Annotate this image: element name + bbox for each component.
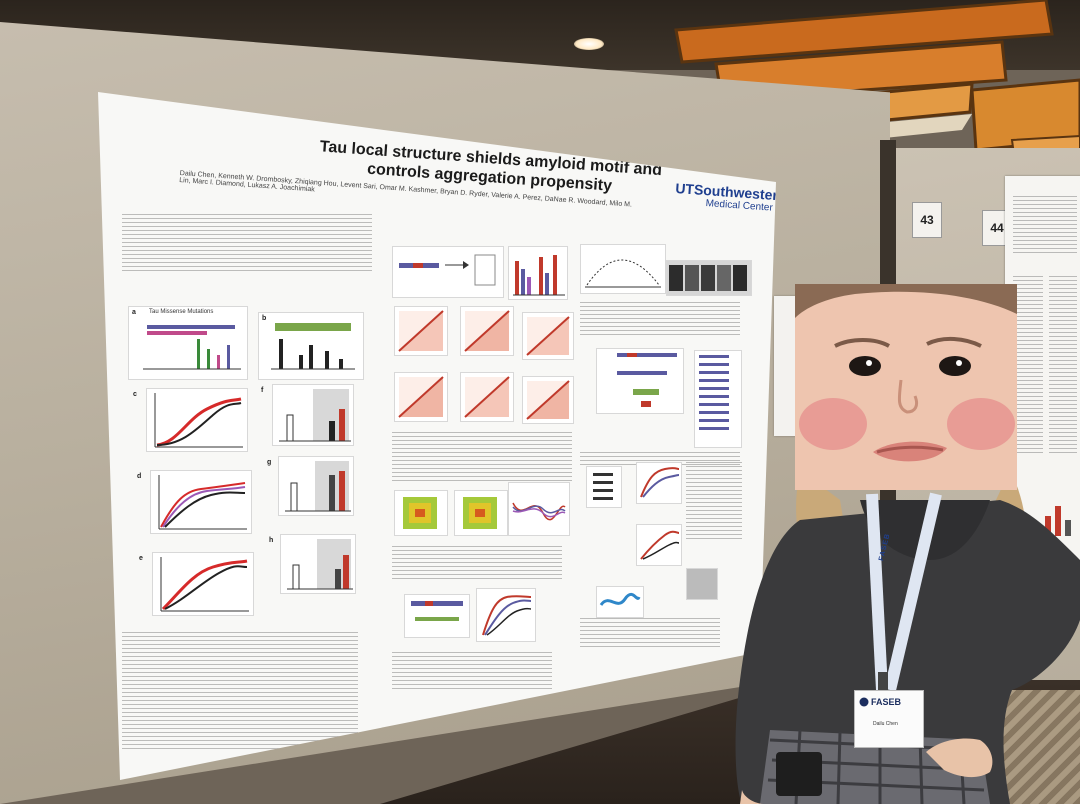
figure-label-g: g — [267, 459, 272, 466]
badge-org: FASEB — [871, 697, 902, 707]
figure-label-a: a — [132, 309, 136, 316]
domain-schematic-small — [411, 601, 463, 621]
child-face-photo — [795, 284, 1017, 490]
booth-number-43: 43 — [912, 202, 942, 238]
heatmap — [394, 490, 448, 536]
contact-map — [522, 376, 574, 424]
contact-map — [460, 372, 514, 422]
figure-label-e: e — [139, 555, 143, 562]
figure-label-c: c — [133, 391, 137, 398]
contact-map — [394, 306, 448, 356]
figure-4b — [476, 588, 536, 642]
protein-ribbon — [599, 592, 641, 606]
contact-map-plot — [464, 376, 510, 418]
badge-name: Dailu Chen — [873, 721, 898, 727]
figure-1a: a Tau Missense Mutations — [128, 306, 248, 380]
mutation-histogram — [143, 325, 241, 370]
figure-label-h: h — [269, 537, 274, 544]
sequence-stack — [699, 355, 729, 430]
gel-bands — [593, 473, 613, 500]
name-badge: FASEB Dailu Chen — [854, 690, 924, 748]
heatmap-plot — [463, 497, 497, 529]
aggregation-curve-7b — [640, 467, 680, 498]
heatmap — [454, 490, 508, 536]
figure-4a — [404, 594, 470, 638]
multicolor-bar-chart — [513, 255, 565, 296]
pinned-sheet — [774, 296, 798, 436]
construct-diagram — [617, 353, 677, 407]
arc-plot — [585, 259, 661, 288]
adjacent-poster-text — [1049, 276, 1077, 456]
adjacent-poster-text — [1013, 276, 1043, 456]
aggregation-curve-4b — [482, 595, 532, 636]
figure-7b — [636, 462, 682, 504]
figure-1-caption — [122, 632, 358, 752]
figure-3-caption — [392, 546, 562, 582]
microscopy-panel — [666, 260, 752, 296]
aggregation-curve-c — [154, 393, 243, 448]
poster-footnote — [580, 618, 720, 648]
figure-1g: g — [267, 456, 354, 516]
figure-1e: e — [139, 552, 254, 616]
bar-chart-f — [279, 389, 351, 442]
contact-map — [394, 372, 448, 422]
figure-6b — [694, 350, 742, 448]
figure-2-caption — [392, 432, 572, 482]
figure-label-d: d — [137, 473, 142, 480]
aggregation-curve-d — [158, 475, 247, 530]
microscopy-inset — [686, 568, 718, 600]
figure-label-f: f — [261, 387, 264, 394]
figure-2b — [508, 246, 568, 300]
child-face-illustration — [795, 284, 1017, 490]
figure-1b: b — [258, 312, 364, 380]
contact-map-plot — [526, 316, 570, 356]
line-plot — [508, 482, 570, 536]
figure-1f: f — [261, 384, 354, 446]
contact-map-plot — [526, 380, 570, 420]
chart-heading: Tau Missense Mutations — [149, 309, 214, 315]
figure-1h: h — [269, 534, 356, 594]
microscopy-images — [669, 265, 747, 291]
wave-line-plot — [512, 502, 566, 521]
contact-map — [522, 312, 574, 360]
figure-4-caption — [392, 652, 552, 692]
contact-map-plot — [398, 376, 444, 418]
figure-6a — [596, 348, 684, 414]
domain-schematic — [399, 254, 496, 286]
bar-chart-g — [285, 461, 351, 512]
bar-chart-h — [287, 539, 353, 590]
adjacent-poster-bar-figure — [1045, 506, 1071, 536]
contact-map-plot — [464, 310, 510, 352]
adjacent-poster-text — [1013, 196, 1077, 256]
figure-label-b: b — [262, 315, 267, 322]
protein-structure — [596, 586, 644, 618]
aggregation-curve-7c — [640, 530, 680, 560]
figure-7c — [636, 524, 682, 566]
figure-7-caption — [686, 462, 742, 542]
aggregation-curve-e — [160, 557, 249, 612]
figure-1c: c — [133, 388, 248, 452]
figure-1d: d — [137, 470, 252, 534]
heatmap-plot — [403, 497, 437, 529]
figure-5a — [580, 244, 666, 294]
faseb-logo-icon — [859, 697, 869, 707]
contact-map — [460, 306, 514, 356]
contact-map-plot — [398, 310, 444, 352]
figure-2a — [392, 246, 504, 298]
poster-abstract — [122, 214, 372, 274]
sequence-bar-chart — [271, 323, 355, 370]
ceiling-spotlight — [574, 38, 604, 50]
figure-7a — [586, 466, 622, 508]
figure-5-caption — [580, 302, 740, 336]
